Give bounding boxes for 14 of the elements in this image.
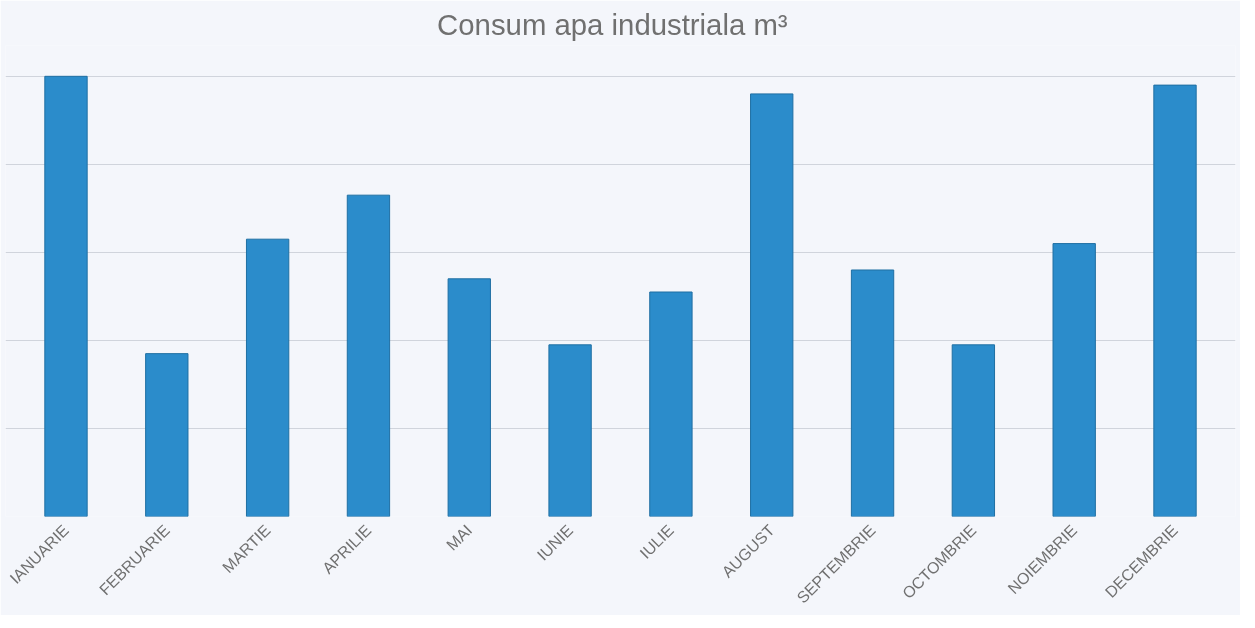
bar — [346, 194, 391, 517]
bar — [145, 353, 189, 517]
bar — [44, 75, 88, 517]
x-tick-label: MAI — [443, 521, 476, 554]
bar — [548, 344, 592, 517]
chart-title: Consum apa industriala m³ — [437, 7, 788, 41]
bar — [750, 93, 794, 517]
bar — [850, 269, 895, 517]
bar — [1052, 243, 1096, 517]
bar — [447, 278, 491, 517]
bar — [649, 291, 693, 517]
bar — [245, 238, 290, 517]
bar — [1153, 84, 1197, 517]
bar — [951, 344, 996, 517]
